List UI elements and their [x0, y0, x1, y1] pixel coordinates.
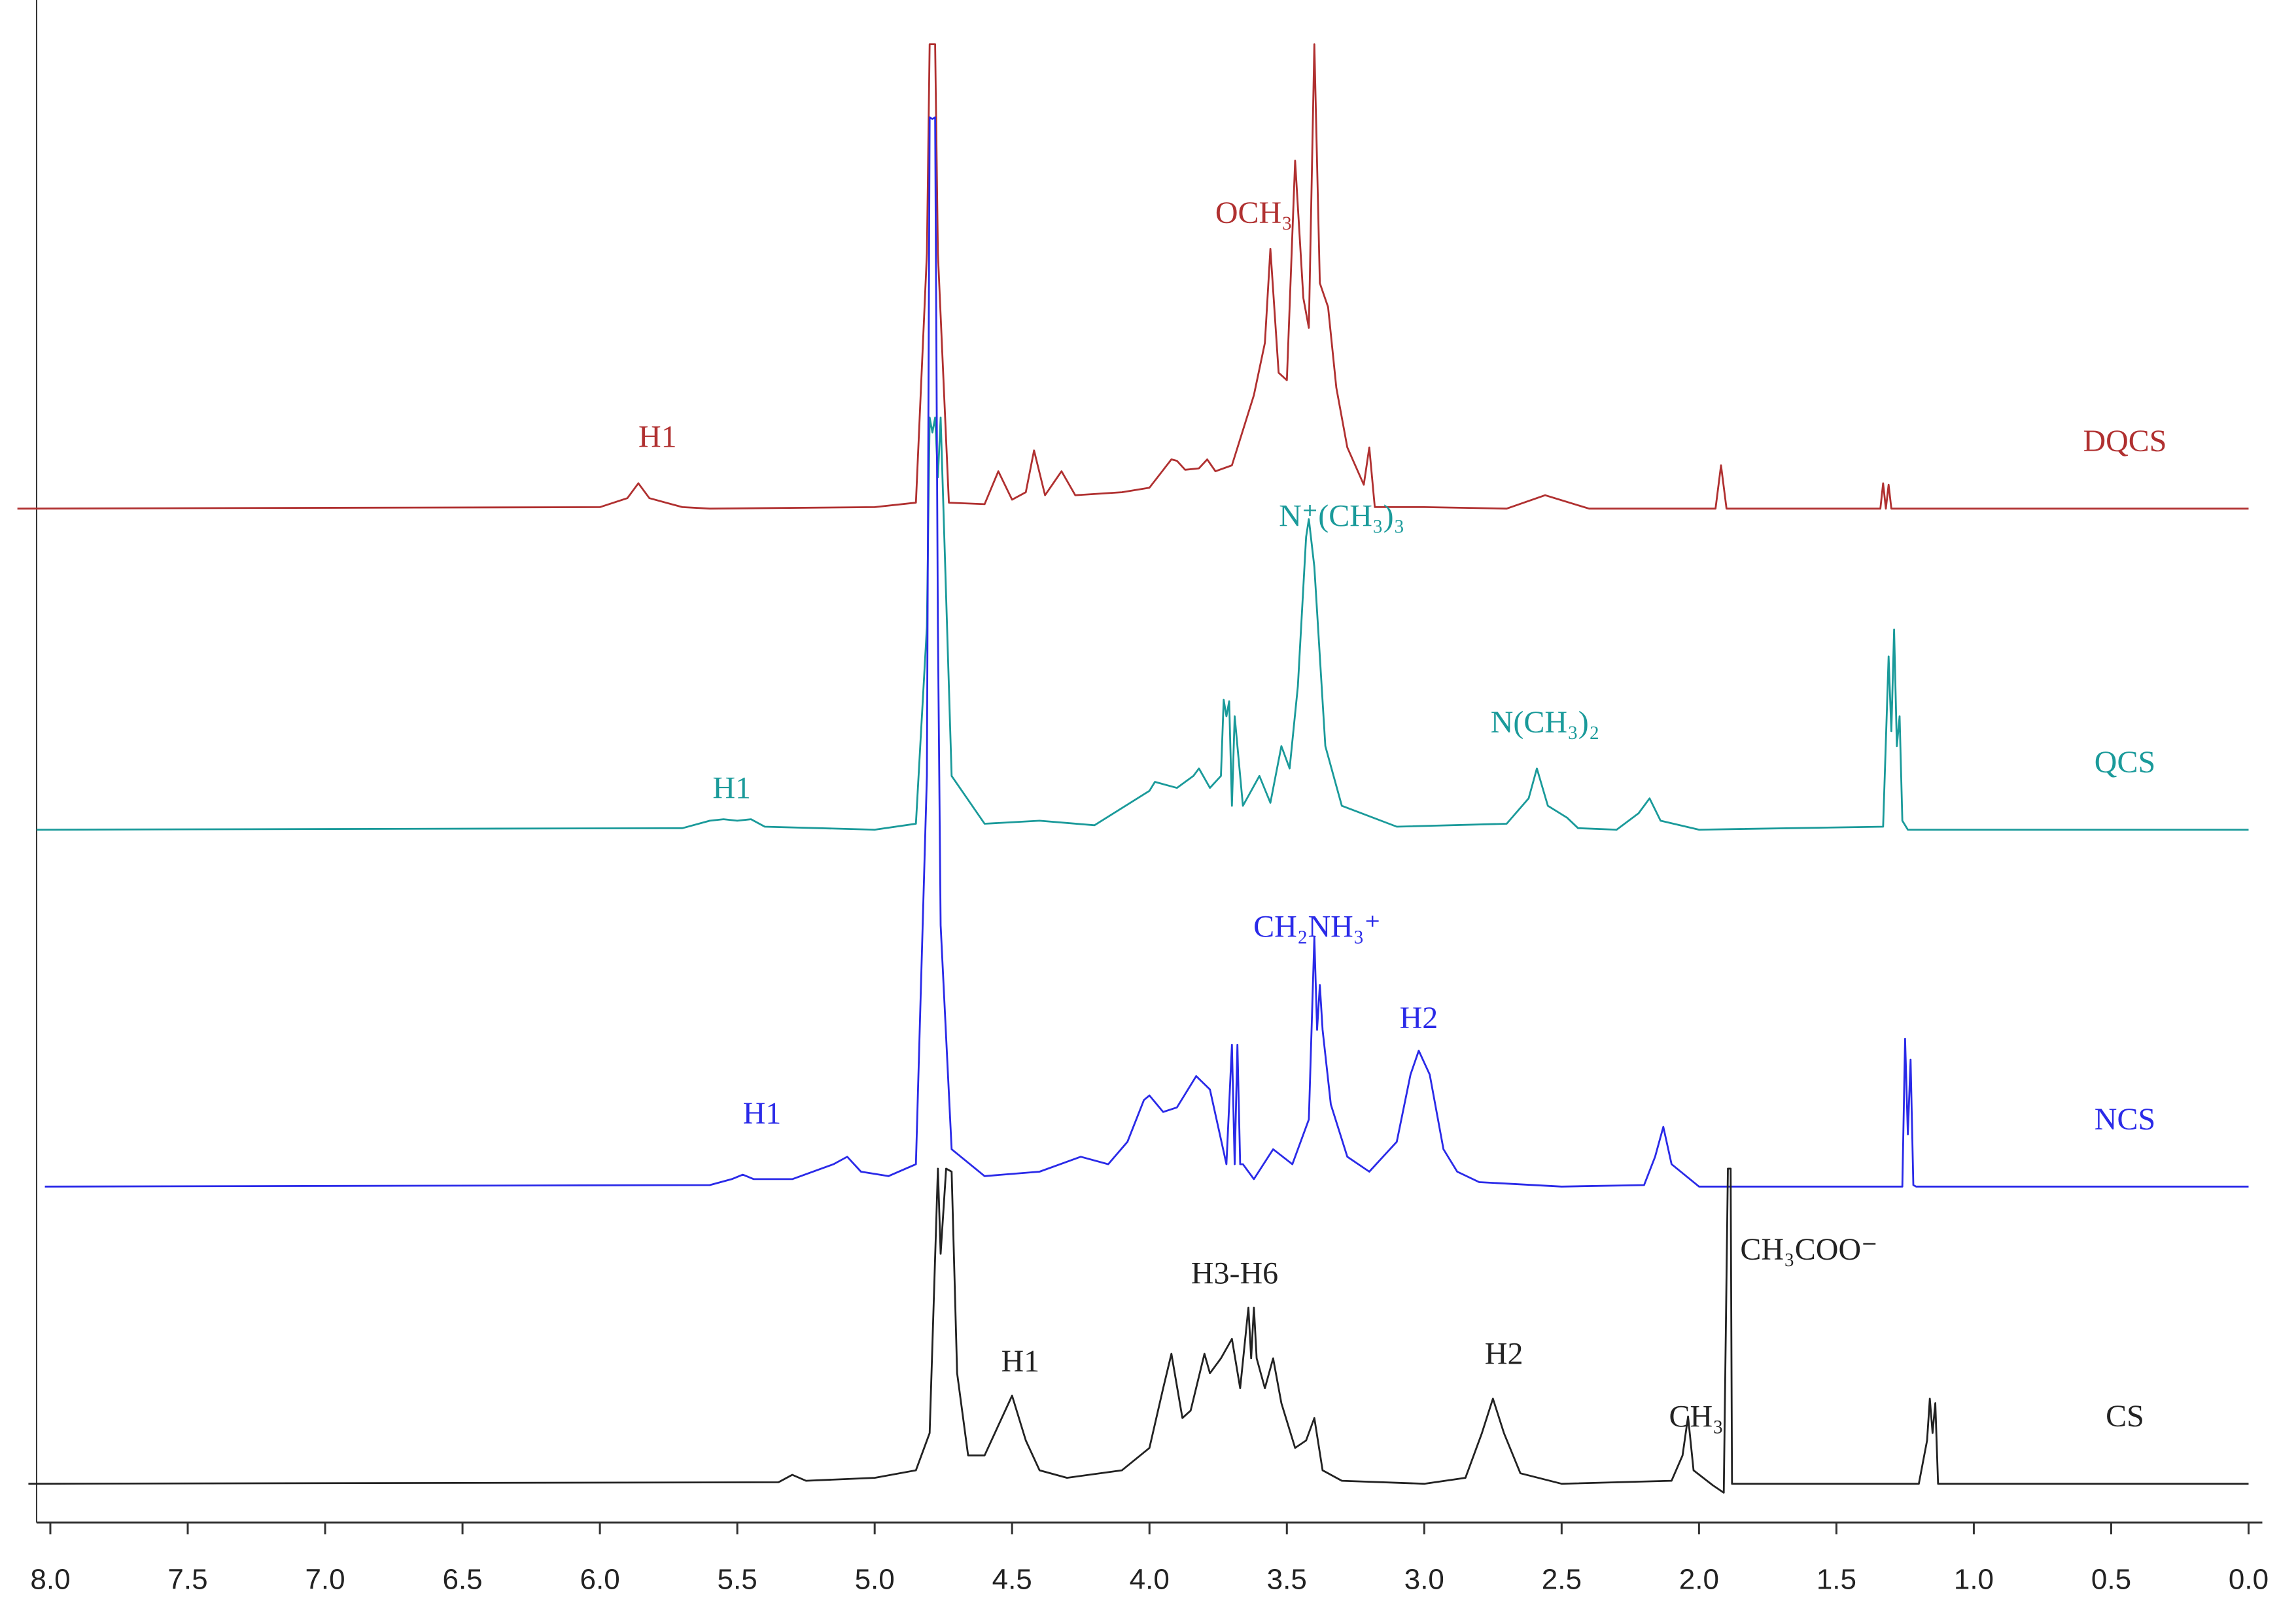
x-tick-label: 4.5: [992, 1564, 1032, 1596]
x-tick-label: 7.5: [167, 1564, 207, 1596]
x-tick-label: 8.0: [30, 1564, 70, 1596]
peak-annotation: H1: [743, 1096, 782, 1131]
peak-annotation: H2: [1400, 1001, 1438, 1035]
peak-annotation: OCH₃: [1215, 196, 1293, 230]
spectrum-line: [44, 116, 2249, 1188]
x-tick-label: 6.0: [580, 1564, 620, 1596]
peak-annotation: CH₃: [1669, 1400, 1723, 1434]
series-label: DQCS: [2083, 424, 2166, 458]
x-tick-label: 5.5: [718, 1564, 757, 1596]
peak-annotation: H3-H6: [1191, 1256, 1278, 1290]
x-tick-label: 2.0: [1679, 1564, 1719, 1596]
x-tick-label: 3.5: [1267, 1564, 1307, 1596]
x-tick-label: 6.5: [442, 1564, 482, 1596]
spectrum-line: [28, 1167, 2249, 1494]
peak-annotation: CH₂NH₃⁺: [1253, 910, 1381, 944]
x-tick-label: 3.0: [1404, 1564, 1444, 1596]
peak-annotation: CH₃COO⁻: [1740, 1232, 1877, 1267]
x-tick-label: 7.0: [305, 1564, 345, 1596]
x-tick-label: 0.5: [2091, 1564, 2131, 1596]
spectrum-line: [36, 417, 2249, 831]
peak-annotation: N(CH₃)₂: [1491, 705, 1600, 740]
x-tick-label: 2.5: [1542, 1564, 1582, 1596]
peak-annotation: H1: [1001, 1344, 1039, 1379]
x-tick-label: 1.5: [1817, 1564, 1856, 1596]
peak-annotation: H1: [712, 770, 751, 805]
x-tick-label: 0.0: [2229, 1564, 2269, 1596]
peak-annotation: H2: [1485, 1337, 1523, 1371]
series-label: NCS: [2095, 1102, 2155, 1137]
x-tick-label: 1.0: [1954, 1564, 1994, 1596]
series-label: CS: [2106, 1399, 2144, 1434]
peak-annotation: N⁺(CH₃)₃: [1279, 499, 1404, 534]
series-label: QCS: [2095, 745, 2155, 780]
peak-annotation: H1: [638, 420, 677, 455]
x-tick-label: 5.0: [855, 1564, 895, 1596]
x-tick-label: 4.0: [1130, 1564, 1170, 1596]
spectrum-line: [17, 43, 2249, 510]
